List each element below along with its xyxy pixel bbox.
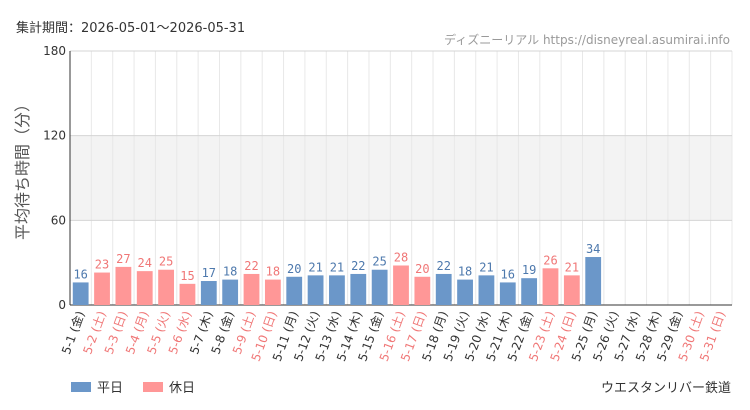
bar-value-label: 34 — [586, 242, 600, 256]
bar — [329, 275, 345, 305]
bar — [94, 272, 110, 305]
site-credit: ディズニーリアル https://disneyreal.asumirai.inf… — [444, 33, 730, 47]
bar-value-label: 27 — [116, 252, 130, 266]
bar-value-label: 17 — [202, 266, 216, 280]
y-tick-label: 120 — [43, 129, 66, 143]
legend-item-holiday[interactable]: 休日 — [143, 377, 195, 396]
legend-holiday-label: 休日 — [169, 381, 196, 396]
bar-value-label: 18 — [458, 265, 472, 279]
weekday-swatch — [71, 381, 91, 392]
bar — [435, 273, 452, 305]
bar-value-label: 26 — [543, 253, 557, 267]
legend-item-weekday[interactable]: 平日 — [71, 377, 123, 396]
bar-value-label: 21 — [565, 260, 579, 274]
period-label: 集計期間：2026-05-01～2026-05-31 — [16, 21, 246, 36]
bar — [478, 275, 495, 305]
legend-weekday-label: 平日 — [97, 381, 124, 396]
bar-value-label: 25 — [159, 255, 173, 269]
bar — [457, 279, 473, 305]
y-tick-label: 60 — [51, 213, 66, 227]
bar — [222, 279, 239, 305]
bar-value-label: 18 — [266, 265, 280, 279]
bar — [115, 266, 132, 305]
attraction-name: ウエスタンリバー鉄道 — [600, 381, 731, 396]
bar-value-label: 21 — [479, 260, 493, 274]
bar — [136, 271, 153, 305]
bar-value-label: 15 — [180, 269, 194, 283]
bar — [371, 269, 388, 305]
bar — [243, 273, 260, 305]
bar-value-label: 24 — [138, 256, 152, 270]
y-tick-label: 180 — [43, 44, 66, 58]
bar-value-label: 22 — [351, 259, 365, 273]
bar — [499, 282, 516, 305]
bar-value-label: 16 — [73, 267, 87, 281]
holiday-swatch — [143, 381, 164, 392]
bar — [563, 275, 580, 305]
bar — [307, 275, 324, 305]
bar-value-label: 16 — [501, 267, 515, 281]
grid-band — [70, 135, 732, 221]
bar — [286, 276, 303, 305]
bar — [158, 269, 174, 305]
bar-value-label: 25 — [372, 255, 386, 269]
bar-value-label: 22 — [436, 259, 450, 273]
bar-value-label: 20 — [287, 262, 301, 276]
bar — [350, 273, 367, 305]
bar — [585, 257, 602, 305]
bar-value-label: 21 — [330, 260, 344, 274]
bar-value-label: 28 — [394, 250, 408, 264]
bar-value-label: 23 — [95, 258, 109, 272]
bar-value-label: 22 — [244, 259, 258, 273]
bar-value-label: 19 — [522, 263, 536, 277]
bar — [521, 278, 538, 305]
bar — [200, 281, 217, 305]
bar-value-label: 21 — [308, 260, 322, 274]
y-tick-label: 0 — [58, 298, 66, 312]
bar-value-label: 20 — [415, 262, 429, 276]
bar-value-label: 18 — [223, 265, 237, 279]
bar — [72, 282, 89, 305]
bar — [393, 265, 409, 305]
legend: 平日 休日 — [71, 377, 215, 396]
bar — [542, 268, 559, 305]
bar — [179, 283, 196, 305]
bar — [414, 276, 431, 305]
bar — [264, 279, 281, 305]
